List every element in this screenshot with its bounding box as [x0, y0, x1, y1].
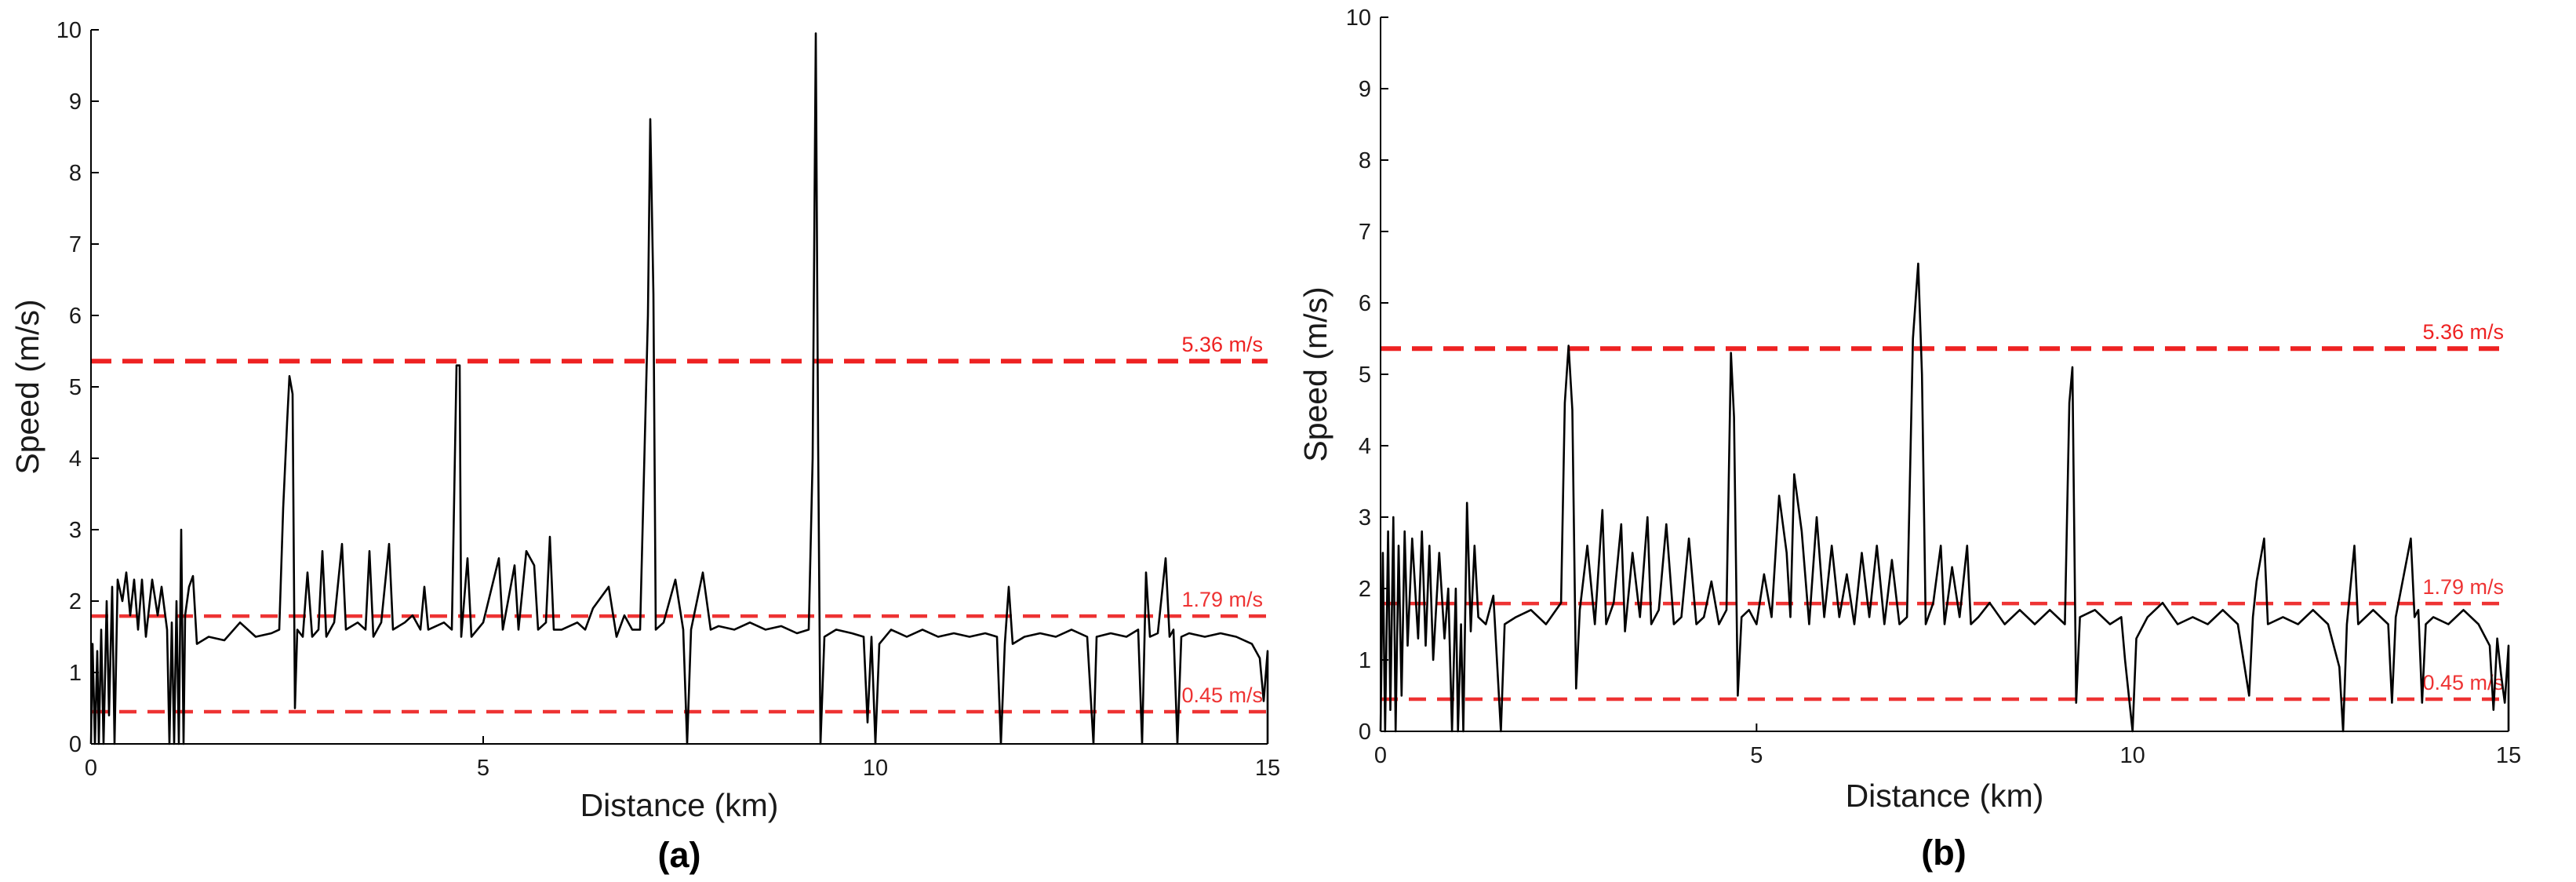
x-tick-label: 10 [863, 756, 888, 781]
x-tick-label: 0 [85, 756, 97, 781]
y-tick-label: 3 [1359, 505, 1371, 530]
y-axis-title: Speed (m/s) [1297, 286, 1333, 461]
y-tick-label: 5 [1359, 363, 1371, 388]
y-tick-label: 9 [1359, 77, 1371, 102]
y-tick-label: 4 [1359, 434, 1371, 459]
y-tick-label: 0 [1359, 720, 1371, 745]
y-tick-label: 6 [69, 304, 82, 329]
y-tick-label: 2 [1359, 577, 1371, 602]
reference-line-label: 5.36 m/s [2422, 320, 2504, 344]
x-tick-label: 5 [1750, 743, 1763, 768]
reference-line-label: 0.45 m/s [1181, 683, 1263, 707]
reference-line-label: 1.79 m/s [1181, 588, 1263, 611]
x-axis-title: Distance (km) [580, 787, 779, 823]
chart-panel-a: 5.36 m/s 1.79 m/s 0.45 m/s 0 1 2 3 4 5 6 7 8 9 10 0 5 10… [9, 18, 1280, 875]
x-tick-label: 5 [477, 756, 489, 781]
y-tick-label: 8 [69, 161, 82, 186]
y-tick-label: 10 [1346, 5, 1371, 31]
chart-panel-b: 5.36 m/s 1.79 m/s 0.45 m/s 0 1 2 3 4 5 6 7 8 9 10 0 5 10… [1297, 5, 2521, 873]
y-tick-label: 0 [69, 732, 82, 757]
y-tick-label: 1 [1359, 648, 1371, 673]
panel-label: (a) [658, 835, 701, 875]
y-tick-label: 4 [69, 446, 82, 472]
x-axis-title: Distance (km) [1846, 778, 2044, 814]
y-tick-label: 3 [69, 518, 82, 543]
y-tick-label: 7 [1359, 220, 1371, 245]
y-tick-label: 2 [69, 589, 82, 614]
x-tick-label: 10 [2120, 743, 2145, 768]
y-tick-label: 10 [56, 18, 82, 43]
speed-series-line [89, 32, 1269, 745]
y-axis-title: Speed (m/s) [9, 299, 45, 474]
y-tick-label: 9 [69, 89, 82, 115]
reference-line-label: 1.79 m/s [2422, 575, 2504, 599]
y-tick-label: 8 [1359, 148, 1371, 173]
x-tick-label: 15 [1255, 756, 1280, 781]
x-tick-label: 0 [1374, 743, 1387, 768]
y-tick-label: 6 [1359, 291, 1371, 316]
reference-line-label: 0.45 m/s [2422, 671, 2504, 694]
panel-label: (b) [1921, 833, 1966, 873]
reference-line-label: 5.36 m/s [1181, 333, 1263, 356]
x-tick-label: 15 [2496, 743, 2521, 768]
y-tick-label: 5 [69, 375, 82, 400]
speed-series-line [1379, 262, 2510, 733]
y-tick-label: 7 [69, 232, 82, 257]
y-tick-label: 1 [69, 661, 82, 686]
